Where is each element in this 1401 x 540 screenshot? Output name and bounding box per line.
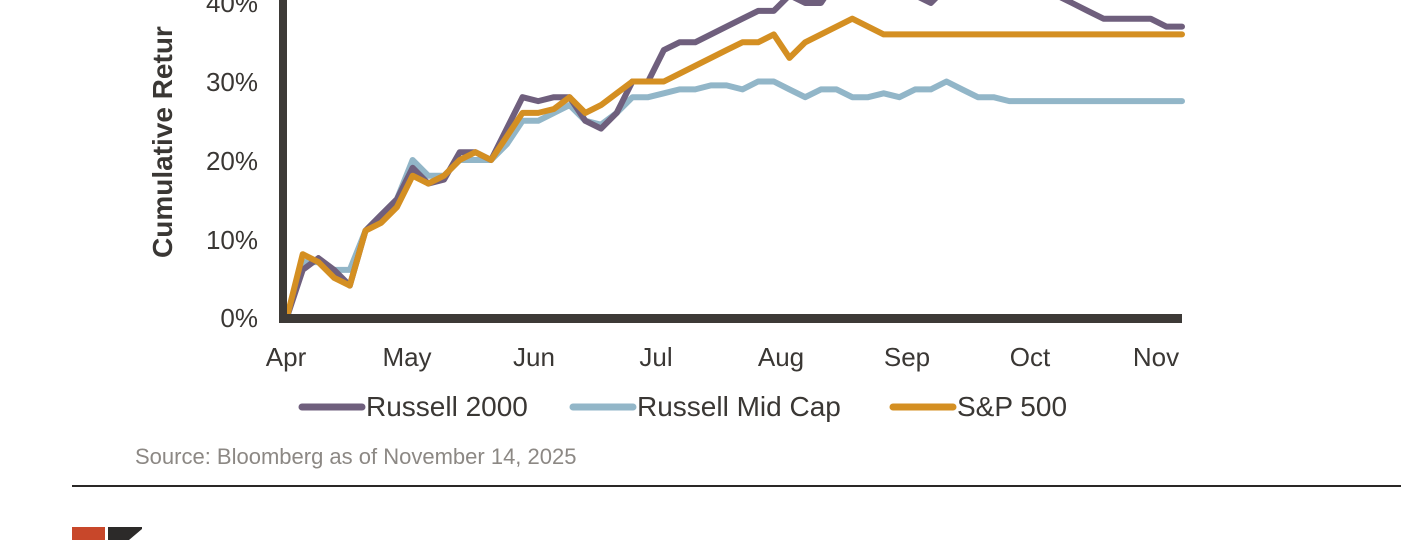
footer-divider — [72, 485, 1401, 487]
x-tick-label-may: May — [382, 342, 431, 372]
y-tick-label-20: 20% — [206, 146, 258, 176]
series-line-sp500 — [284, 15, 1185, 320]
x-tick-label-jul: Jul — [639, 342, 672, 372]
y-tick-label-0: 0% — [220, 303, 258, 333]
logo-dark-shape — [108, 527, 142, 540]
x-tick-label-aug: Aug — [758, 342, 804, 372]
y-tick-labels: 0% 10% 20% 30% 40% — [206, 0, 258, 333]
series-line-midcap — [284, 78, 1185, 320]
x-tick-label-nov: Nov — [1133, 342, 1179, 372]
y-tick-label-40: 40% — [206, 0, 258, 18]
y-axis-title: Cumulative Retur — [147, 26, 178, 258]
source-note: Source: Bloomberg as of November 14, 202… — [135, 444, 577, 469]
y-tick-label-30: 30% — [206, 67, 258, 97]
chart: Cumulative Retur 0% 10% 20% 30% 40% Apr … — [147, 0, 1185, 422]
x-tick-label-jun: Jun — [513, 342, 555, 372]
x-tick-label-sep: Sep — [884, 342, 930, 372]
legend: Russell 2000 Russell Mid Cap S&P 500 — [298, 391, 1067, 422]
y-tick-label-10: 10% — [206, 225, 258, 255]
x-tick-labels: Apr May Jun Jul Aug Sep Oct Nov — [266, 342, 1179, 372]
x-tick-label-apr: Apr — [266, 342, 307, 372]
legend-label-sp500: S&P 500 — [957, 391, 1067, 422]
brand-logo — [72, 527, 142, 540]
legend-label-russell2000: Russell 2000 — [366, 391, 528, 422]
x-tick-label-oct: Oct — [1010, 342, 1051, 372]
logo-red-block — [72, 527, 105, 540]
legend-label-midcap: Russell Mid Cap — [637, 391, 841, 422]
series-group — [284, 0, 1185, 320]
